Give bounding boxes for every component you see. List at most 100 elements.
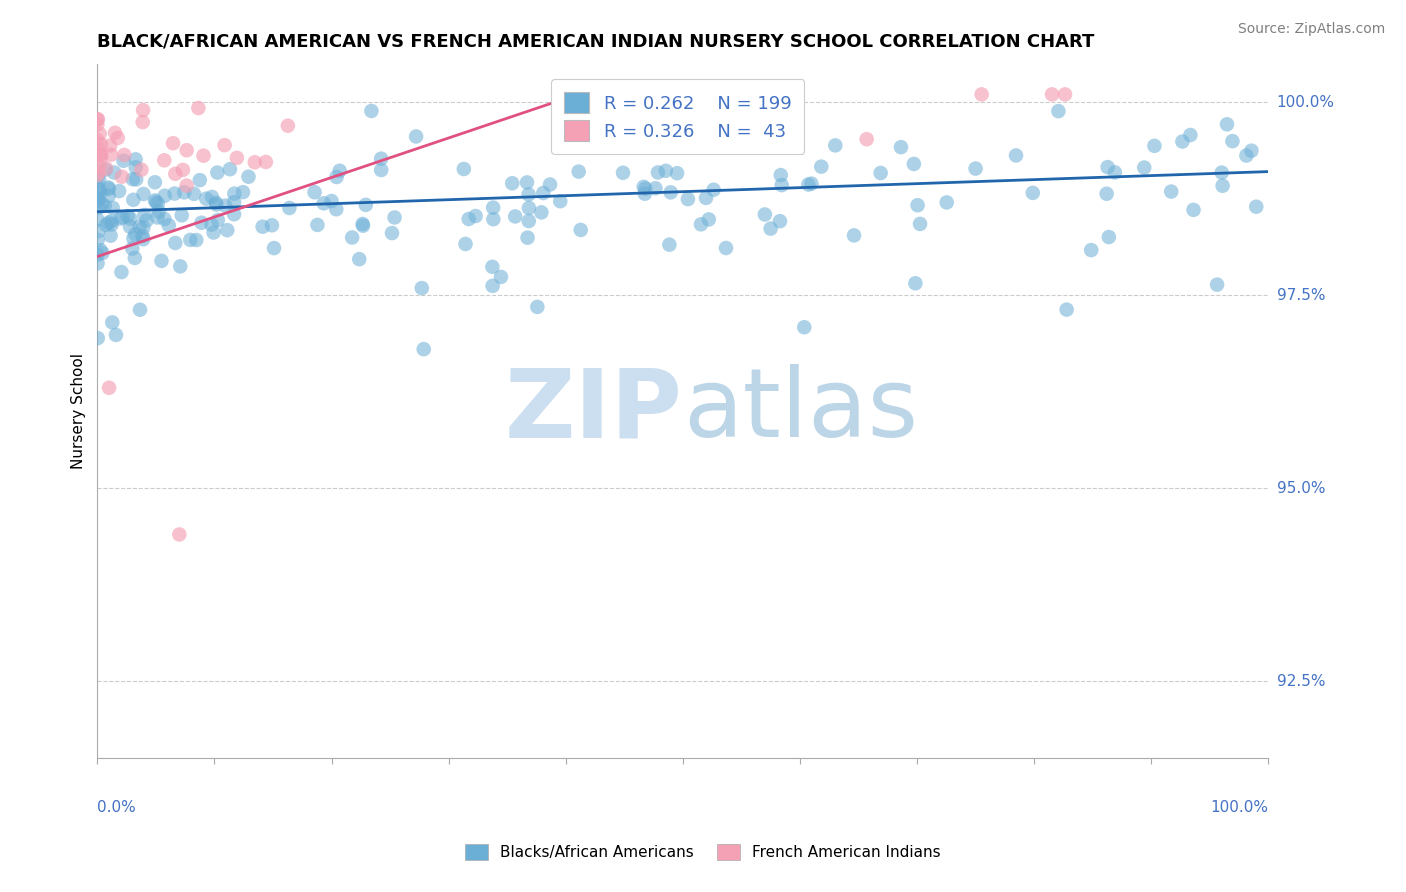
Point [1095,186,1118,201]
Point [714,241,737,255]
Point [516,230,538,244]
Point [1022,186,1045,200]
Point [97,188,120,202]
Point [644,181,666,195]
Point [207,213,229,227]
Text: atlas: atlas [683,365,918,458]
Point [107,131,129,145]
Point [96,161,118,176]
Point [1104,165,1126,179]
Point [86,256,108,270]
Point [89,160,111,174]
Text: 95.0%: 95.0% [1277,481,1326,496]
Point [1234,148,1257,162]
Point [224,186,246,201]
Point [676,192,699,206]
Point [86,248,108,262]
Point [94,199,117,213]
Point [112,148,135,162]
Point [200,218,222,232]
Point [186,233,208,247]
Point [454,237,477,252]
Point [263,241,285,255]
Point [530,205,553,219]
Point [503,210,526,224]
Point [1047,104,1070,119]
Point [1040,87,1063,102]
Point [129,302,152,317]
Point [1056,302,1078,317]
Point [411,281,433,295]
Point [128,219,150,234]
Point [89,244,111,258]
Point [86,133,108,147]
Point [176,178,198,193]
Point [260,219,283,233]
Point [277,119,299,133]
Point [94,218,117,232]
Text: BLACK/AFRICAN AMERICAN VS FRENCH AMERICAN INDIAN NURSERY SCHOOL CORRELATION CHAR: BLACK/AFRICAN AMERICAN VS FRENCH AMERICA… [97,33,1095,51]
Legend: R = 0.262    N = 199, R = 0.326    N =  43: R = 0.262 N = 199, R = 0.326 N = 43 [551,79,804,153]
Point [252,219,274,234]
Point [150,253,173,268]
Point [517,214,540,228]
Point [94,162,117,177]
Point [86,112,108,127]
Text: ZIP: ZIP [505,365,683,458]
Point [970,87,993,102]
Point [165,235,187,250]
Point [703,183,725,197]
Point [97,215,120,229]
Point [131,162,153,177]
Point [122,231,145,245]
Point [720,134,742,148]
Point [1240,144,1263,158]
Point [121,242,143,256]
Point [634,186,657,201]
Point [195,192,218,206]
Point [214,138,236,153]
Point [797,178,820,192]
Point [89,148,111,162]
Point [1244,200,1267,214]
Point [86,169,108,184]
Point [193,149,215,163]
Point [134,208,156,222]
Text: 92.5%: 92.5% [1277,673,1326,689]
Point [111,211,134,225]
Point [489,269,512,284]
Point [647,165,669,179]
Point [122,193,145,207]
Point [117,209,139,223]
Point [98,381,121,395]
Point [111,169,134,184]
Point [890,140,912,154]
Point [517,187,540,202]
Point [1180,128,1202,142]
Point [464,209,486,223]
Point [531,186,554,200]
Point [658,135,681,149]
Point [243,155,266,169]
Point [354,198,377,212]
Point [1171,135,1194,149]
Point [124,251,146,265]
Point [87,224,110,238]
Point [770,178,793,192]
Point [100,147,122,161]
Point [143,194,166,208]
Point [254,155,277,169]
Point [124,227,146,242]
Point [86,118,108,132]
Point [101,201,124,215]
Point [91,197,114,211]
Point [1097,160,1119,174]
Point [110,265,132,279]
Point [148,204,170,219]
Point [1080,243,1102,257]
Point [145,195,167,210]
Point [188,173,211,187]
Point [793,320,815,334]
Point [87,194,110,208]
Point [153,153,176,168]
